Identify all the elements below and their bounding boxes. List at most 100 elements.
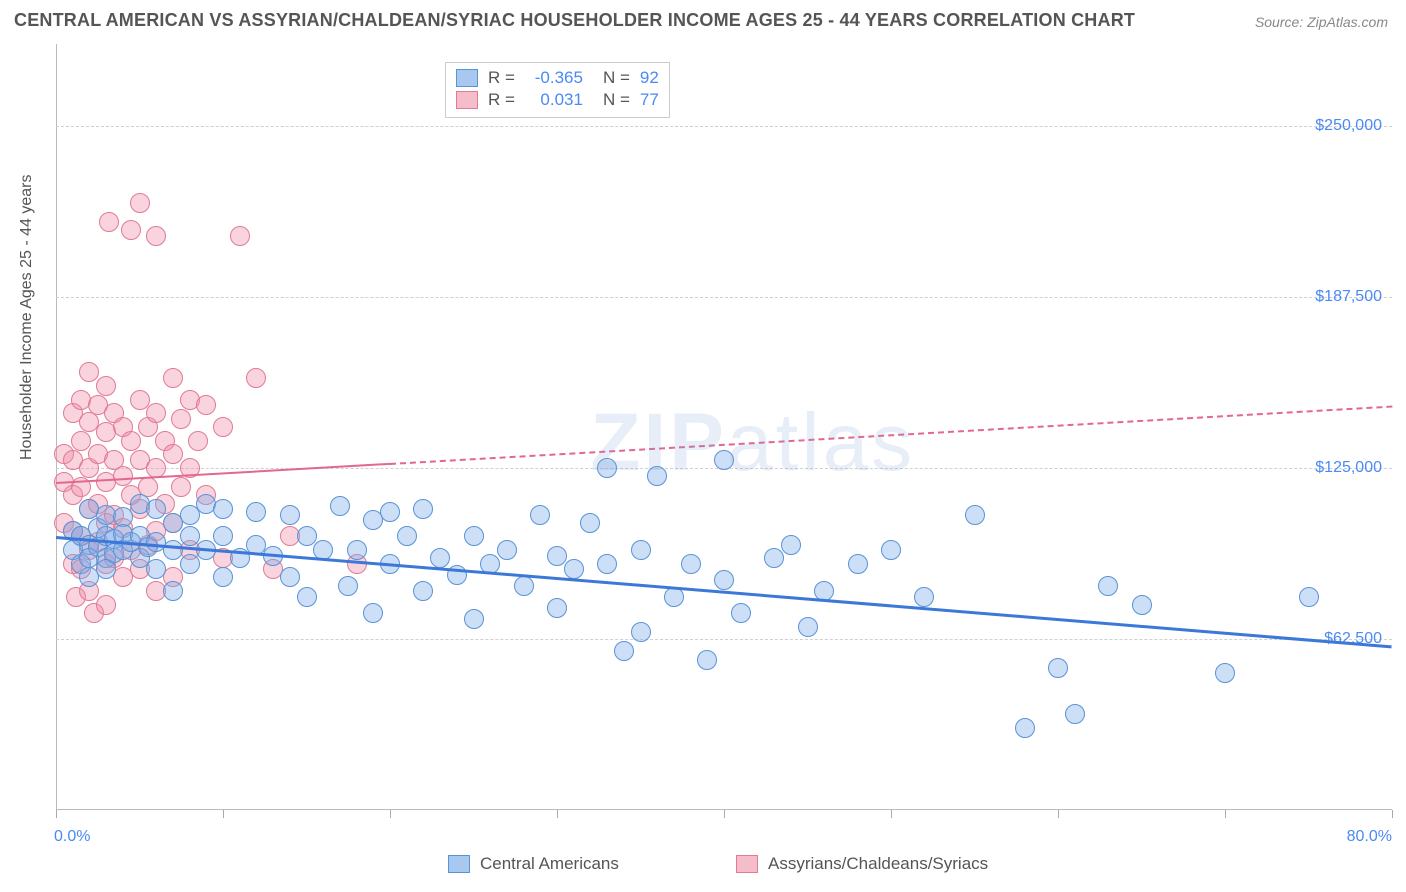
x-tick	[1058, 810, 1059, 818]
data-point-blue	[914, 587, 934, 607]
data-point-blue	[297, 526, 317, 546]
y-tick-label: $250,000	[1315, 117, 1382, 135]
data-point-blue	[597, 554, 617, 574]
legend-row-blue: R =-0.365N =92	[456, 67, 659, 89]
x-tick	[891, 810, 892, 818]
data-point-blue	[881, 540, 901, 560]
data-point-blue	[731, 603, 751, 623]
data-point-pink	[163, 444, 183, 464]
gridline-h	[56, 639, 1392, 640]
data-point-blue	[798, 617, 818, 637]
data-point-blue	[614, 641, 634, 661]
data-point-blue	[547, 598, 567, 618]
data-point-blue	[163, 540, 183, 560]
data-point-pink	[146, 403, 166, 423]
data-point-blue	[347, 540, 367, 560]
data-point-blue	[413, 581, 433, 601]
data-point-blue	[681, 554, 701, 574]
x-tick	[1392, 810, 1393, 818]
legend-r-value: 0.031	[525, 89, 583, 111]
data-point-pink	[96, 595, 116, 615]
data-point-blue	[714, 450, 734, 470]
data-point-blue	[330, 496, 350, 516]
data-point-blue	[163, 581, 183, 601]
chart-title: CENTRAL AMERICAN VS ASSYRIAN/CHALDEAN/SY…	[14, 10, 1135, 31]
legend-n-label: N =	[603, 67, 630, 89]
data-point-blue	[631, 540, 651, 560]
y-axis-label: Householder Income Ages 25 - 44 years	[18, 175, 36, 461]
data-point-blue	[213, 526, 233, 546]
data-point-pink	[99, 212, 119, 232]
legend-row-pink: R =0.031N =77	[456, 89, 659, 111]
data-point-pink	[79, 362, 99, 382]
data-point-blue	[180, 554, 200, 574]
data-point-pink	[146, 226, 166, 246]
data-point-pink	[246, 368, 266, 388]
y-tick-label: $125,000	[1315, 459, 1382, 477]
data-point-pink	[171, 409, 191, 429]
trend-line	[56, 536, 1392, 648]
gridline-h	[56, 126, 1392, 127]
data-point-pink	[163, 368, 183, 388]
data-point-pink	[130, 193, 150, 213]
data-point-blue	[497, 540, 517, 560]
data-point-pink	[171, 477, 191, 497]
data-point-blue	[146, 559, 166, 579]
data-point-blue	[180, 526, 200, 546]
plot-area: $62,500$125,000$187,500$250,000	[56, 44, 1392, 810]
data-point-blue	[764, 548, 784, 568]
data-point-pink	[188, 431, 208, 451]
x-tick	[56, 810, 57, 818]
x-tick	[557, 810, 558, 818]
data-point-blue	[397, 526, 417, 546]
data-point-blue	[413, 499, 433, 519]
data-point-blue	[965, 505, 985, 525]
data-point-blue	[647, 466, 667, 486]
data-point-blue	[1065, 704, 1085, 724]
data-point-blue	[380, 502, 400, 522]
y-axis-line	[56, 44, 57, 810]
data-point-pink	[121, 220, 141, 240]
data-point-blue	[580, 513, 600, 533]
data-point-blue	[848, 554, 868, 574]
data-point-pink	[96, 376, 116, 396]
x-tick	[724, 810, 725, 818]
data-point-blue	[146, 499, 166, 519]
x-tick	[223, 810, 224, 818]
data-point-pink	[130, 390, 150, 410]
data-point-blue	[514, 576, 534, 596]
data-point-blue	[246, 502, 266, 522]
data-point-pink	[213, 417, 233, 437]
legend-series-pink: Assyrians/Chaldeans/Syriacs	[736, 854, 988, 874]
legend-r-label: R =	[488, 67, 515, 89]
legend-n-value: 92	[640, 67, 659, 89]
data-point-blue	[464, 526, 484, 546]
data-point-blue	[1299, 587, 1319, 607]
legend-n-value: 77	[640, 89, 659, 111]
y-tick-label: $187,500	[1315, 288, 1382, 306]
data-point-blue	[297, 587, 317, 607]
legend-series-label: Assyrians/Chaldeans/Syriacs	[768, 854, 988, 874]
data-point-blue	[1132, 595, 1152, 615]
legend-series-blue: Central Americans	[448, 854, 619, 874]
data-point-blue	[338, 576, 358, 596]
legend-swatch-icon	[456, 91, 478, 109]
data-point-blue	[564, 559, 584, 579]
data-point-blue	[280, 505, 300, 525]
trend-line	[390, 405, 1392, 464]
data-point-blue	[1215, 663, 1235, 683]
data-point-blue	[697, 650, 717, 670]
data-point-blue	[597, 458, 617, 478]
data-point-blue	[430, 548, 450, 568]
legend-r-label: R =	[488, 89, 515, 111]
data-point-blue	[631, 622, 651, 642]
data-point-blue	[363, 603, 383, 623]
data-point-pink	[196, 395, 216, 415]
legend-swatch-icon	[448, 855, 470, 873]
data-point-blue	[1015, 718, 1035, 738]
x-max-label: 80.0%	[1347, 828, 1392, 846]
source-label: Source: ZipAtlas.com	[1255, 14, 1388, 30]
data-point-blue	[1048, 658, 1068, 678]
data-point-pink	[71, 431, 91, 451]
data-point-blue	[213, 567, 233, 587]
